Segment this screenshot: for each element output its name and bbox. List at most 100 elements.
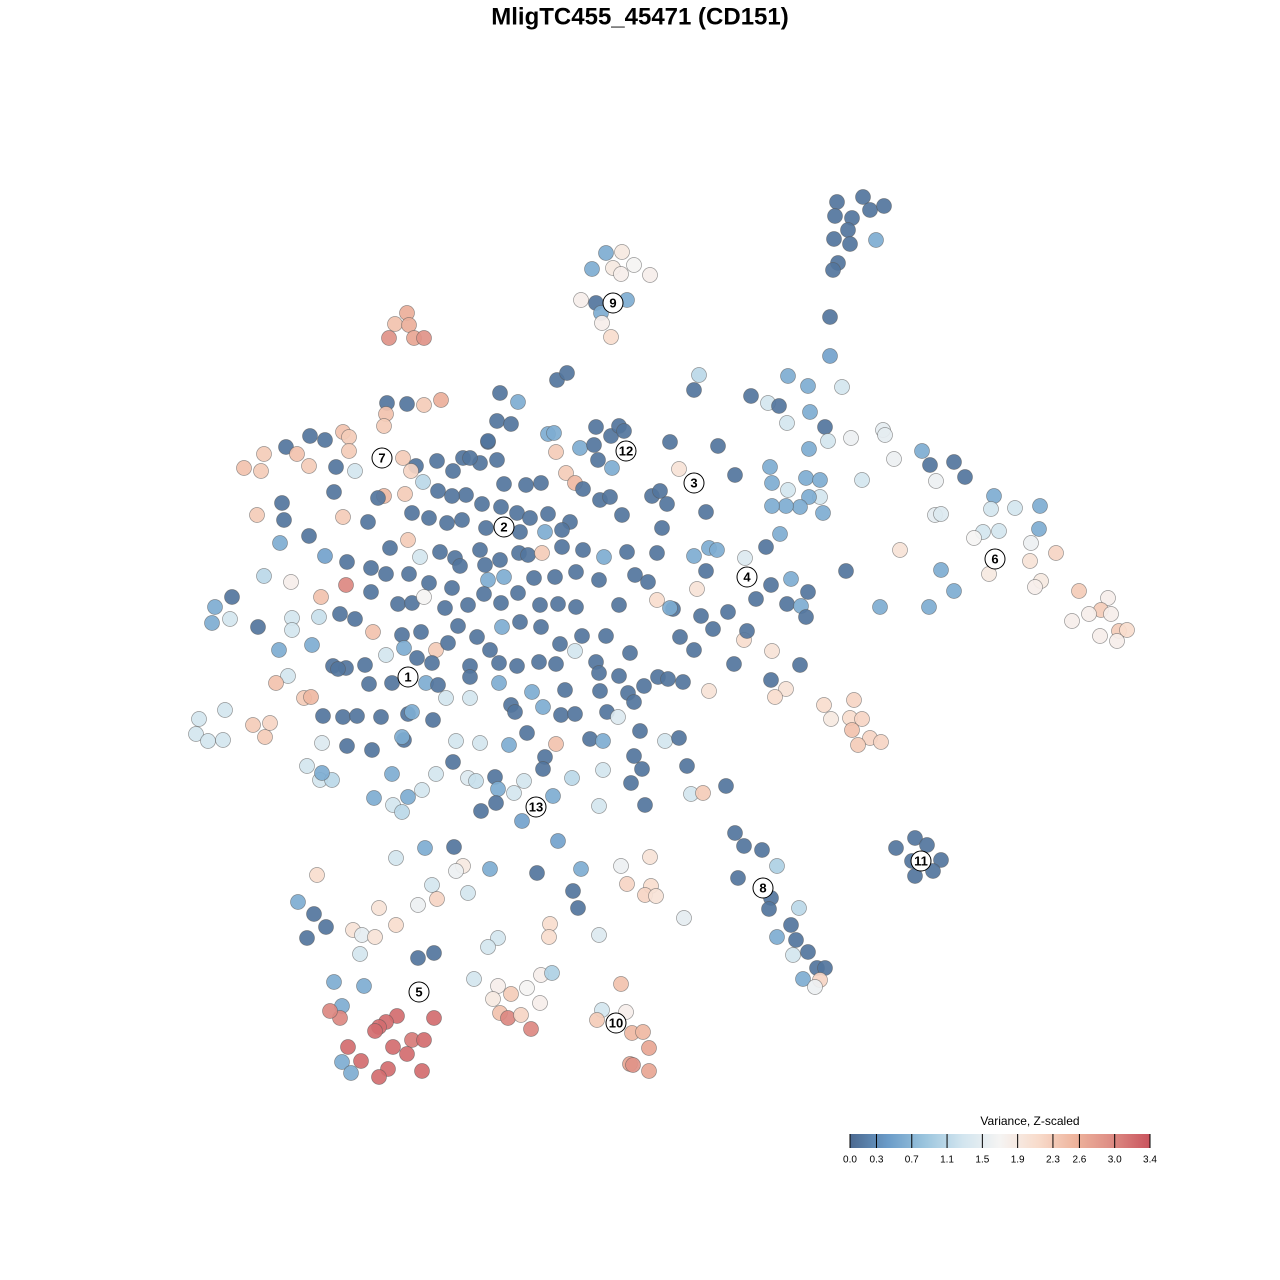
data-point xyxy=(844,722,860,738)
data-point xyxy=(762,459,778,475)
data-point xyxy=(778,681,794,697)
data-point xyxy=(737,550,753,566)
data-point xyxy=(640,574,656,590)
data-point xyxy=(224,589,240,605)
data-point xyxy=(907,830,923,846)
data-point xyxy=(262,715,278,731)
cluster-marker xyxy=(736,566,758,588)
data-point xyxy=(433,392,449,408)
data-point xyxy=(626,748,642,764)
data-point xyxy=(914,443,930,459)
data-point xyxy=(468,773,484,789)
data-point xyxy=(564,770,580,786)
data-point xyxy=(698,563,714,579)
data-point xyxy=(274,495,290,511)
cluster-label: 10 xyxy=(609,1015,623,1030)
data-point xyxy=(364,742,380,758)
data-point xyxy=(610,709,626,725)
data-point xyxy=(440,635,456,651)
data-point xyxy=(769,858,785,874)
data-point xyxy=(546,425,562,441)
data-point xyxy=(822,309,838,325)
data-point xyxy=(200,733,216,749)
data-point xyxy=(769,929,785,945)
data-point xyxy=(991,523,1007,539)
data-point xyxy=(550,596,566,612)
data-point xyxy=(798,470,814,486)
data-point xyxy=(416,330,432,346)
data-point xyxy=(490,781,506,797)
data-point xyxy=(544,965,560,981)
data-point xyxy=(430,483,446,499)
cluster-marker xyxy=(493,516,515,538)
data-point xyxy=(613,858,629,874)
data-point xyxy=(395,450,411,466)
data-point xyxy=(710,438,726,454)
data-point xyxy=(485,991,501,1007)
data-point xyxy=(872,599,888,615)
data-point xyxy=(540,506,556,522)
data-point xyxy=(642,267,658,283)
data-point xyxy=(352,946,368,962)
data-point xyxy=(326,974,342,990)
cluster-label: 13 xyxy=(529,799,543,814)
data-point xyxy=(686,642,702,658)
data-point xyxy=(367,1023,383,1039)
data-point xyxy=(553,707,569,723)
data-point xyxy=(314,765,330,781)
data-point xyxy=(401,566,417,582)
data-point xyxy=(726,656,742,672)
data-point xyxy=(256,446,272,462)
data-point xyxy=(488,795,504,811)
data-point xyxy=(437,600,453,616)
data-point xyxy=(396,640,412,656)
cluster-marker xyxy=(525,796,547,818)
data-point xyxy=(439,515,455,531)
data-point xyxy=(812,472,828,488)
data-point xyxy=(347,463,363,479)
data-point xyxy=(347,611,363,627)
data-point xyxy=(636,678,652,694)
data-point xyxy=(709,542,725,558)
data-point xyxy=(826,231,842,247)
data-point xyxy=(634,761,650,777)
data-point xyxy=(388,850,404,866)
data-point xyxy=(523,1021,539,1037)
data-point xyxy=(572,440,588,456)
data-point xyxy=(758,539,774,555)
data-point xyxy=(384,766,400,782)
data-point xyxy=(679,758,695,774)
data-point xyxy=(614,244,630,260)
colorbar xyxy=(850,1134,1150,1148)
data-point xyxy=(366,790,382,806)
data-point xyxy=(573,861,589,877)
cluster-label: 1 xyxy=(404,669,411,684)
data-point xyxy=(595,762,611,778)
data-point xyxy=(877,427,893,443)
data-point xyxy=(792,499,808,515)
data-point xyxy=(764,643,780,659)
data-point xyxy=(356,978,372,994)
data-point xyxy=(1092,628,1108,644)
data-point xyxy=(1027,579,1043,595)
data-point xyxy=(340,1039,356,1055)
data-point xyxy=(779,415,795,431)
data-point xyxy=(334,1054,350,1070)
data-point xyxy=(591,665,607,681)
data-point xyxy=(533,475,549,491)
data-point xyxy=(370,490,386,506)
data-point xyxy=(409,650,425,666)
colorbar-tick-label: 0.3 xyxy=(870,1155,884,1166)
data-point xyxy=(510,394,526,410)
data-point xyxy=(416,397,432,413)
data-point xyxy=(236,460,252,476)
data-point xyxy=(827,208,843,224)
data-point xyxy=(474,496,490,512)
data-point xyxy=(188,726,204,742)
data-point xyxy=(526,570,542,586)
data-point xyxy=(613,266,629,282)
data-point xyxy=(771,398,787,414)
data-point xyxy=(671,730,687,746)
cluster-label: 11 xyxy=(914,853,928,868)
